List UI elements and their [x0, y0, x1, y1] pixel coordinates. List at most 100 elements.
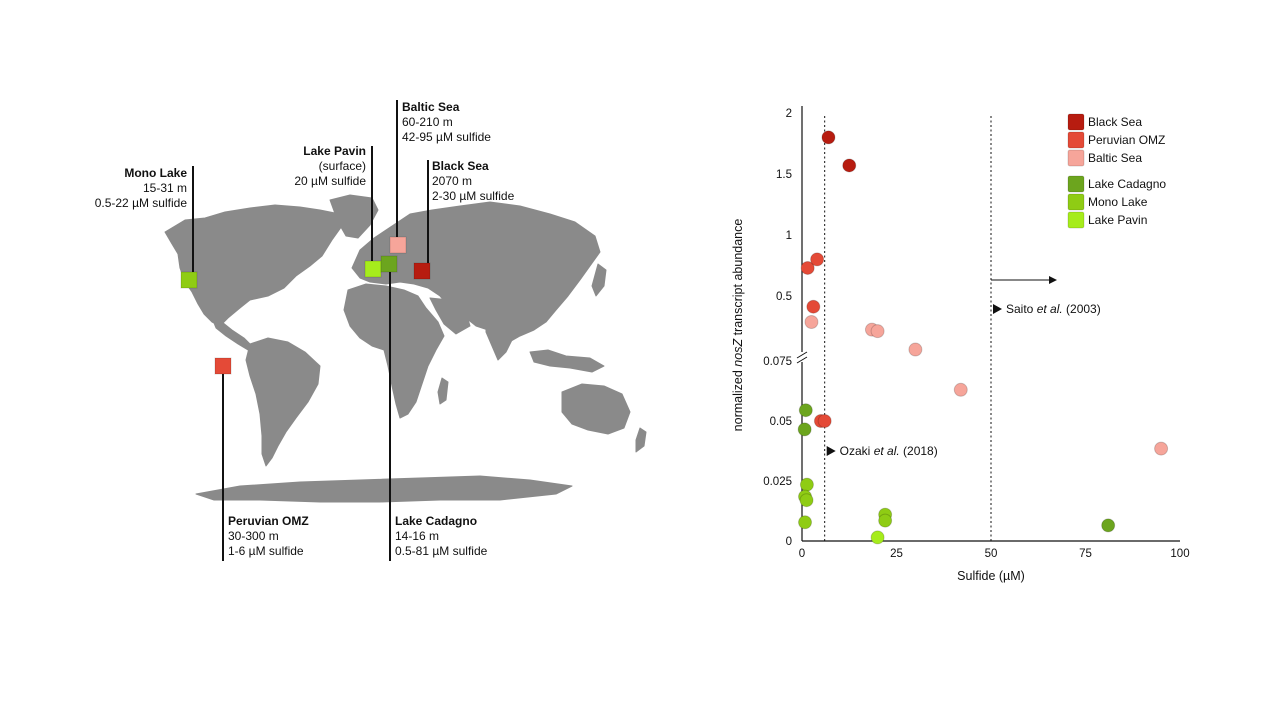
legend-swatch [1067, 149, 1085, 167]
legend-swatch [1067, 131, 1085, 149]
axis-break-mark [796, 356, 808, 364]
japan-landmass [591, 263, 607, 297]
site-depth: 30-300 m [228, 529, 279, 543]
y-tick-label: 0.5 [776, 291, 792, 303]
site-depth: 2070 m [432, 174, 473, 188]
y-tick-label: 1 [786, 230, 792, 242]
black-sea-label: Black Sea 2070 m 2-30 µM sulfide [432, 159, 514, 204]
antarctica-landmass [195, 475, 573, 503]
north-america-landmass [164, 204, 343, 327]
legend-label: Mono Lake [1088, 195, 1148, 209]
data-points [797, 130, 1169, 545]
reference-annotation: Saito et al. (2003) [1006, 302, 1101, 316]
range-arrowhead [1049, 276, 1057, 284]
legend-swatch [1067, 193, 1085, 211]
y-tick-label: 0 [786, 536, 792, 548]
y-tick-label: 2 [786, 108, 792, 120]
site-sulfide: 0.5-22 µM sulfide [94, 196, 187, 210]
new-zealand-landmass [635, 427, 647, 453]
site-sulfide: 20 µM sulfide [294, 174, 366, 188]
data-point [800, 260, 815, 275]
site-name: Lake Cadagno [395, 514, 478, 528]
data-point [799, 477, 814, 492]
data-point [908, 342, 923, 357]
mono-marker [180, 271, 198, 289]
data-point [1154, 441, 1169, 456]
data-point [1101, 518, 1116, 533]
y-tick-label: 0.075 [763, 356, 792, 368]
continents [164, 194, 647, 503]
data-point [842, 158, 857, 173]
black-marker [413, 262, 431, 280]
y-tick-label: 0.025 [763, 476, 792, 488]
australia-landmass [561, 383, 631, 435]
arabia-landmass [429, 297, 471, 335]
peru-marker [214, 357, 232, 375]
annotation-pointer [826, 446, 836, 456]
site-sulfide: 2-30 µM sulfide [432, 189, 515, 203]
site-sulfide: 1-6 µM sulfide [228, 544, 304, 558]
indonesia-landmass [529, 349, 605, 373]
site-depth: 60-210 m [402, 115, 453, 129]
south-america-landmass [245, 337, 321, 467]
data-point [799, 493, 814, 508]
site-sulfide: 42-95 µM sulfide [402, 130, 491, 144]
site-name: Peruvian OMZ [228, 514, 309, 528]
legend-label: Peruvian OMZ [1088, 133, 1165, 147]
legend-swatch [1067, 113, 1085, 131]
site-name: Black Sea [432, 159, 489, 173]
site-name: Mono Lake [124, 166, 187, 180]
data-point [797, 422, 812, 437]
y-axis-label: normalized nosZ transcript abundance [731, 219, 745, 432]
data-point [821, 130, 836, 145]
x-tick-label: 25 [890, 548, 903, 560]
x-tick-label: 100 [1170, 548, 1189, 560]
reference-annotation: Ozaki et al. (2018) [840, 444, 938, 458]
mono-lake-label: Mono Lake 15-31 m 0.5-22 µM sulfide [95, 166, 187, 211]
y-axis-label-gene: nosZ [731, 339, 745, 367]
data-point [806, 299, 821, 314]
callout-lines [192, 100, 429, 561]
y-axis-label-suffix: transcript abundance [731, 219, 745, 339]
y-tick-label: 1.5 [776, 169, 792, 181]
data-point [804, 315, 819, 329]
peruvian-omz-label: Peruvian OMZ 30-300 m 1-6 µM sulfide [228, 514, 309, 559]
axis-break-mark [796, 351, 808, 359]
chart-frame: 0 0.025 0.05 0.075 0.5 1 1.5 2 0 25 50 75 100 [763, 106, 1190, 560]
india-landmass [485, 319, 515, 361]
reference-lines: Saito et al. (2003) Ozaki et al. (2018) [824, 116, 1101, 541]
site-name: Baltic Sea [402, 100, 460, 114]
y-axis-label-prefix: normalized [731, 367, 745, 432]
site-markers [180, 236, 431, 375]
site-depth: 15-31 m [142, 181, 187, 195]
greenland-landmass [329, 194, 379, 239]
legend-label: Lake Cadagno [1088, 177, 1166, 191]
data-point [953, 382, 968, 397]
legend-label: Black Sea [1088, 115, 1142, 129]
legend-swatch [1067, 211, 1085, 229]
x-tick-label: 50 [985, 548, 998, 560]
cadagno-marker [380, 255, 398, 273]
data-point [878, 513, 893, 528]
baltic-marker [389, 236, 407, 254]
lake-pavin-label: Lake Pavin (surface) 20 µM sulfide [294, 144, 366, 189]
legend-label: Baltic Sea [1088, 151, 1142, 165]
x-tick-label: 75 [1079, 548, 1092, 560]
legend-swatch [1067, 175, 1085, 193]
data-point [798, 515, 813, 530]
annotation-pointer [993, 304, 1002, 314]
site-depth: (surface) [318, 159, 366, 173]
legend: Black Sea Peruvian OMZ Baltic Sea Lake Cada… [1067, 113, 1166, 229]
world-map [164, 100, 647, 561]
axis-break-gap [798, 352, 806, 362]
x-tick-label: 0 [799, 548, 805, 560]
eurasia-landmass [351, 201, 601, 345]
madagascar-landmass [437, 377, 449, 405]
baltic-sea-label: Baltic Sea 60-210 m 42-95 µM sulfide [402, 100, 491, 145]
lake-cadagno-label: Lake Cadagno 14-16 m 0.5-81 µM sulfide [395, 514, 487, 559]
data-point [870, 324, 885, 339]
data-point [870, 530, 885, 545]
site-sulfide: 0.5-81 µM sulfide [395, 544, 488, 558]
data-point [810, 252, 825, 267]
